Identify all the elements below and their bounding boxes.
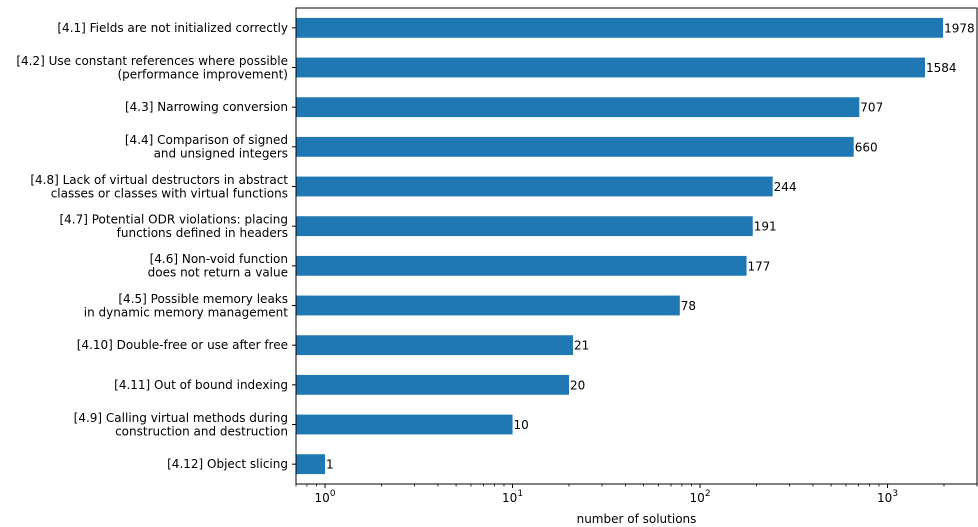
value-label: 244 (774, 180, 797, 194)
x-tick-label: 103 (877, 489, 898, 505)
category-label: [4.6] Non-void function does not return a… (148, 252, 288, 280)
bar (296, 136, 854, 157)
category-label: [4.1] Fields are not initialized correct… (57, 21, 288, 35)
x-tick-label: 101 (502, 489, 523, 505)
category-label: [4.2] Use constant references where poss… (16, 54, 288, 82)
bar (296, 97, 860, 118)
plot-frame (295, 7, 978, 485)
category-label: [4.12] Object slicing (167, 457, 288, 471)
value-label: 20 (570, 378, 585, 392)
x-tick-label: 102 (690, 489, 711, 505)
category-label: [4.9] Calling virtual methods during cons… (74, 411, 288, 439)
category-label: [4.11] Out of bound indexing (114, 378, 288, 392)
bar (296, 17, 944, 38)
x-axis-label: number of solutions (577, 512, 697, 526)
value-label: 1 (326, 458, 334, 472)
category-label: [4.8] Lack of virtual destructors in abs… (30, 173, 288, 201)
bar (296, 216, 753, 237)
category-label: [4.5] Possible memory leaks in dynamic me… (84, 292, 289, 320)
bar (296, 255, 747, 276)
x-tick-label: 100 (315, 489, 336, 505)
bar (296, 57, 925, 78)
category-labels: [4.1] Fields are not initialized correct… (16, 21, 296, 471)
bar (296, 414, 513, 435)
value-label: 660 (855, 140, 878, 154)
value-label: 177 (748, 259, 771, 273)
category-label: [4.7] Potential ODR violations: placing f… (59, 212, 288, 240)
value-label: 10 (514, 418, 529, 432)
category-label: [4.4] Comparison of signed and unsigned i… (125, 133, 288, 161)
value-label: 21 (574, 339, 589, 353)
value-label: 707 (860, 101, 883, 115)
bar (296, 176, 773, 197)
value-label: 1584 (926, 61, 957, 75)
value-labels: 1978 1584 707 660 244 191 177 78 21 20 10 1 (326, 21, 975, 471)
bars-group (296, 17, 944, 475)
x-ticks: 100 101 102 103 (295, 484, 978, 505)
value-label: 191 (754, 220, 777, 234)
bar (296, 374, 569, 395)
category-label: [4.10] Double-free or use after free (77, 338, 288, 352)
category-label: [4.3] Narrowing conversion (125, 100, 288, 114)
bar (296, 295, 680, 316)
value-label: 78 (681, 299, 696, 313)
bar (296, 335, 573, 356)
bar (296, 454, 326, 475)
value-label: 1978 (944, 21, 975, 35)
